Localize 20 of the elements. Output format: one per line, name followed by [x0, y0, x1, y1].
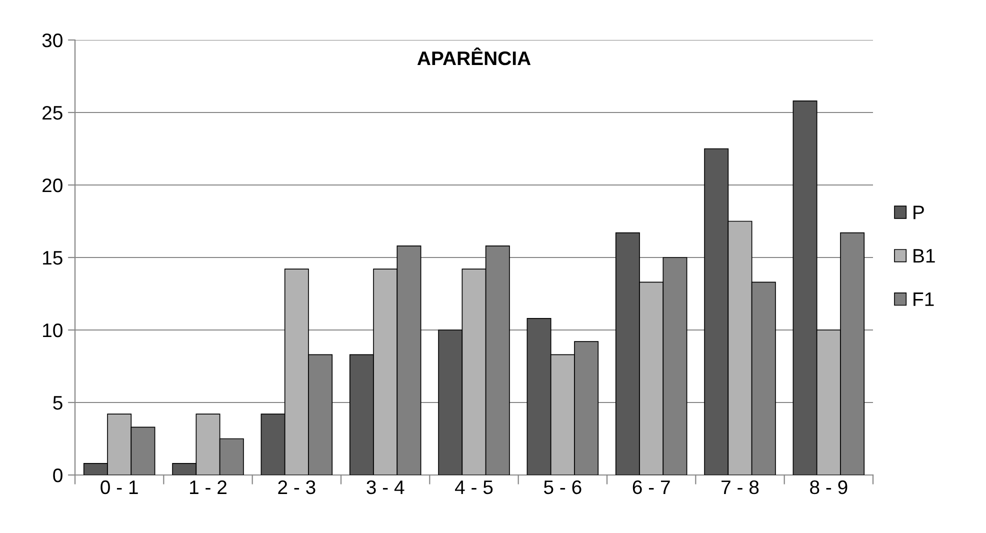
- y-tick-label: 15: [43, 251, 62, 265]
- x-tick-label: 5 - 6: [544, 480, 582, 494]
- legend-label: P: [914, 206, 924, 220]
- x-tick-label: 2 - 3: [278, 480, 316, 494]
- x-tick-label: 1 - 2: [190, 480, 226, 494]
- y-tick-label: 10: [43, 323, 62, 338]
- x-tick-label: 3 - 4: [366, 480, 404, 494]
- x-tick-label: 7 - 8: [722, 480, 759, 494]
- x-tick-label: 4 - 5: [454, 480, 493, 494]
- legend-label: B1: [914, 249, 935, 263]
- y-tick-label: 25: [42, 106, 62, 120]
- y-tick-label: 0: [53, 468, 62, 482]
- y-tick-label: 30: [42, 33, 62, 48]
- y-tick-label: 5: [53, 396, 62, 410]
- x-tick-label: 0 - 1: [100, 480, 138, 494]
- legend-label: F1: [914, 292, 934, 306]
- y-tick-label: 20: [42, 178, 62, 192]
- chart-title: APARÊNCIA: [417, 48, 531, 66]
- x-tick-label: 6 - 7: [632, 480, 670, 494]
- x-tick-label: 8 - 9: [810, 480, 848, 494]
